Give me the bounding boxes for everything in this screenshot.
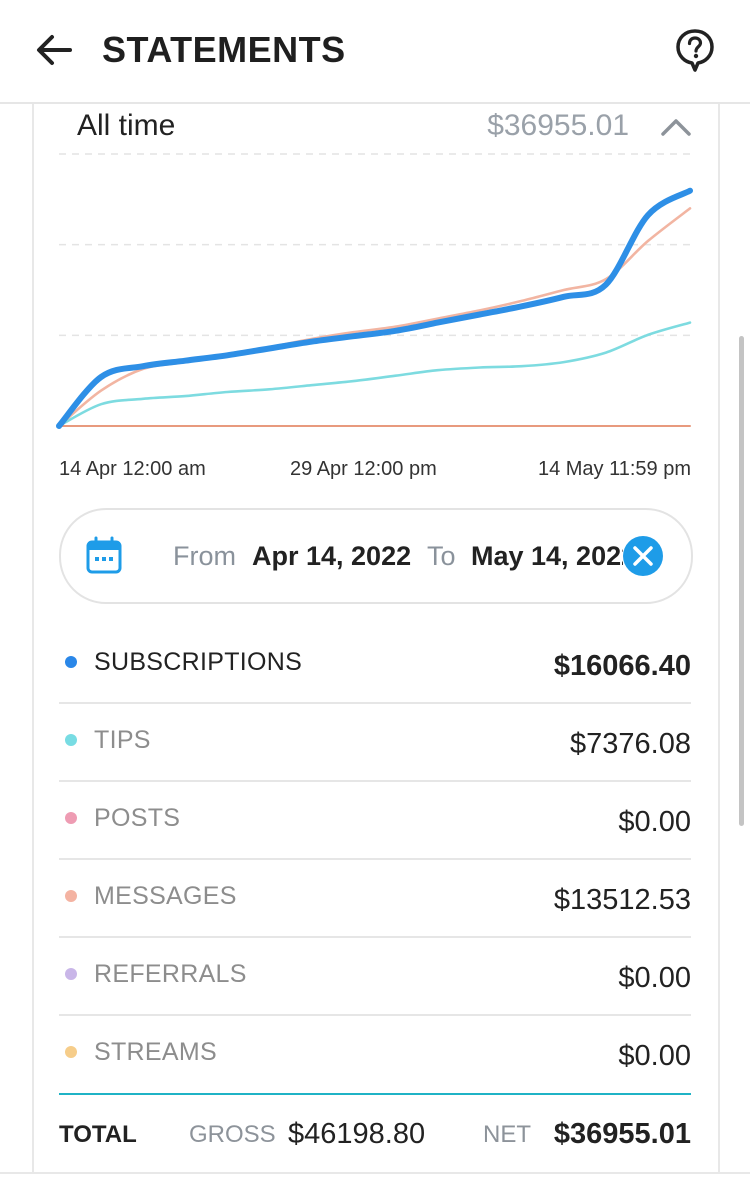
row-value: $7376.08 bbox=[570, 728, 691, 760]
period-label: All time bbox=[77, 109, 176, 142]
list-item-messages[interactable]: MESSAGES $13512.53 bbox=[59, 860, 691, 938]
to-label: To bbox=[427, 541, 456, 571]
gross-value: $46198.80 bbox=[288, 1118, 426, 1150]
streams-dot bbox=[65, 1046, 77, 1058]
to-date[interactable]: May 14, 2022 bbox=[471, 541, 623, 571]
row-value: $0.00 bbox=[618, 1040, 691, 1072]
help-bubble-icon bbox=[676, 29, 714, 72]
list-item-streams[interactable]: STREAMS $0.00 bbox=[59, 1016, 691, 1094]
referrals-dot bbox=[65, 968, 77, 980]
x-tick-label-end: 14 May 11:59 pm bbox=[537, 458, 691, 480]
gross-label: GROSS bbox=[189, 1121, 276, 1148]
list-item-tips[interactable]: TIPS $7376.08 bbox=[59, 704, 691, 782]
row-value: $0.00 bbox=[618, 806, 691, 838]
page-title: STATEMENTS bbox=[102, 29, 346, 70]
row-value: $13512.53 bbox=[553, 884, 691, 916]
scrollbar[interactable] bbox=[739, 336, 744, 826]
net-value: $36955.01 bbox=[553, 1118, 691, 1150]
row-label: SUBSCRIPTIONS bbox=[94, 648, 303, 676]
row-label: STREAMS bbox=[94, 1038, 217, 1066]
subscriptions-dot bbox=[65, 656, 77, 668]
row-value: $16066.40 bbox=[553, 650, 691, 682]
calendar-icon bbox=[86, 536, 122, 574]
list-item-posts[interactable]: POSTS $0.00 bbox=[59, 782, 691, 860]
total-label: TOTAL bbox=[59, 1121, 137, 1148]
from-label: From bbox=[173, 541, 236, 571]
messages-dot bbox=[65, 890, 77, 902]
app-bar: STATEMENTS bbox=[0, 0, 750, 104]
chevron-up-icon bbox=[661, 119, 691, 136]
date-range-picker[interactable]: From Apr 14, 2022 To May 14, 2022 bbox=[59, 508, 693, 604]
period-total: $36955.01 bbox=[487, 109, 629, 142]
clear-dates-button[interactable] bbox=[623, 536, 663, 576]
row-label: REFERRALS bbox=[94, 960, 247, 988]
earnings-category-list: SUBSCRIPTIONS $16066.40 TIPS $7376.08 PO… bbox=[59, 626, 691, 1094]
row-label: POSTS bbox=[94, 804, 181, 832]
row-value: $0.00 bbox=[618, 962, 691, 994]
row-label: MESSAGES bbox=[94, 882, 237, 910]
row-label: TIPS bbox=[94, 726, 151, 754]
posts-dot bbox=[65, 812, 77, 824]
collapse-button[interactable] bbox=[658, 108, 694, 144]
card-bottom-divider bbox=[0, 1172, 750, 1174]
net-label: NET bbox=[483, 1121, 531, 1148]
close-icon bbox=[633, 546, 653, 566]
from-date[interactable]: Apr 14, 2022 bbox=[252, 541, 412, 571]
x-tick-label-middle: 29 Apr 12:00 pm bbox=[290, 458, 437, 480]
calendar-button[interactable] bbox=[85, 536, 123, 576]
help-button[interactable] bbox=[672, 26, 718, 74]
list-item-subscriptions[interactable]: SUBSCRIPTIONS $16066.40 bbox=[59, 626, 691, 704]
arrow-left-icon bbox=[37, 35, 72, 65]
back-button[interactable] bbox=[30, 26, 78, 74]
x-tick-label-start: 14 Apr 12:00 am bbox=[59, 458, 206, 480]
list-item-referrals[interactable]: REFERRALS $0.00 bbox=[59, 938, 691, 1016]
total-divider bbox=[59, 1093, 691, 1095]
tips-dot bbox=[65, 734, 77, 746]
